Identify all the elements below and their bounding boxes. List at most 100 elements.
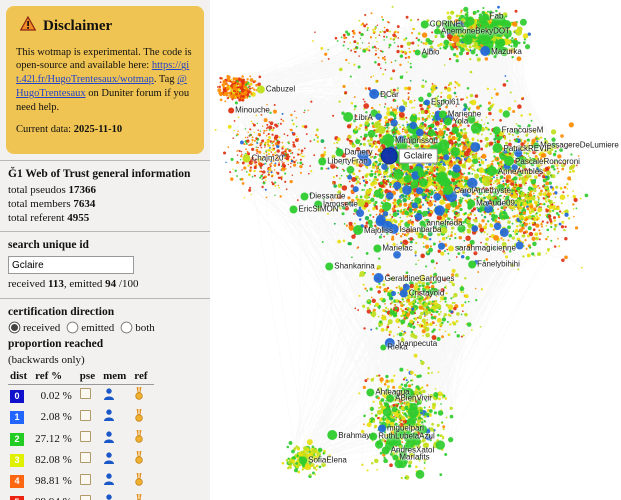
graph-node-label[interactable]: Isalanbarba [388, 224, 441, 234]
graph-node-label[interactable]: Joanpecuta [384, 338, 437, 348]
graph-node-label[interactable]: AnneAmbles [486, 166, 543, 176]
graph-node-label[interactable]: Cabuzel [256, 85, 295, 94]
radio-received[interactable]: received [8, 321, 60, 335]
person-icon[interactable] [103, 473, 115, 488]
graph-node-marker[interactable] [492, 143, 503, 153]
medal-icon[interactable] [134, 408, 144, 425]
graph-node-marker[interactable] [373, 273, 384, 283]
graph-node-label[interactable]: Albio [414, 48, 439, 57]
graph-node-label[interactable]: Marielac [373, 244, 413, 253]
medal-icon[interactable] [134, 472, 144, 489]
pse-checkbox[interactable] [79, 388, 91, 400]
graph-node-label[interactable]: GeraldineGarrigues [373, 273, 454, 283]
graph-node-label[interactable]: annefreda [419, 219, 463, 228]
search-input[interactable] [8, 256, 134, 275]
graph-node-marker[interactable] [242, 154, 251, 162]
graph-node-label[interactable]: Mimiprissou [382, 134, 438, 146]
person-icon[interactable] [103, 388, 115, 403]
pse-checkbox[interactable] [79, 452, 91, 464]
graph-node-marker[interactable] [353, 225, 364, 235]
graph-node-label[interactable]: Espol61 [424, 98, 460, 107]
person-icon[interactable] [103, 430, 115, 446]
graph-node-label[interactable]: MessagereDeLumiere [533, 141, 619, 150]
graph-node-label[interactable]: ABienVivir [386, 394, 432, 403]
graph-node-marker[interactable] [482, 13, 489, 19]
radio-both[interactable]: both [120, 321, 155, 335]
medal-icon[interactable] [134, 451, 144, 467]
graph-node-marker[interactable] [369, 89, 380, 99]
graph-node-marker[interactable] [420, 20, 429, 28]
graph-node-label[interactable]: lamosette [314, 200, 358, 209]
graph-node-marker[interactable] [378, 424, 387, 432]
graph-node-label[interactable]: AnemoneBekyDOT [434, 27, 510, 36]
graph-node-marker[interactable] [327, 430, 338, 440]
hugotrentesaux-link[interactable]: @HugoTrentesaux [16, 74, 187, 100]
graph-node-label[interactable]: Cristayold [399, 289, 444, 298]
graph-node-marker[interactable] [419, 220, 426, 226]
radio-both-input[interactable] [120, 321, 133, 334]
radio-emitted-input[interactable] [66, 321, 79, 334]
graph-node-marker[interactable] [373, 244, 382, 252]
graph-node-label[interactable]: Fanelybihihi [468, 260, 520, 269]
graph-node-label[interactable]: Damery [335, 148, 373, 157]
graph-node-label[interactable]: RuthLubelaAzul [369, 432, 435, 441]
graph-node-label[interactable]: Marienne [438, 110, 481, 119]
radio-emitted[interactable]: emitted [66, 321, 114, 335]
graph-node-marker[interactable] [299, 456, 308, 464]
graph-node-marker[interactable] [533, 142, 540, 148]
graph-node-marker[interactable] [380, 344, 387, 350]
graph-node-marker[interactable] [424, 99, 431, 105]
graph-node-label[interactable]: PascaleRoncoroni [504, 156, 580, 166]
graph-node-label[interactable]: Chajm20 [242, 154, 284, 163]
graph-node-marker[interactable] [386, 394, 395, 402]
graph-node-label[interactable]: EricSIMON [289, 205, 339, 214]
graph-node-marker[interactable] [480, 46, 491, 56]
graph-node-marker[interactable] [492, 126, 501, 134]
graph-node-label[interactable]: Yola [443, 117, 468, 126]
graph-node-label[interactable]: miguelpari [378, 424, 424, 433]
graph-node-marker[interactable] [256, 85, 265, 93]
graph-node-label[interactable]: Fab [482, 12, 503, 21]
graph-node-label[interactable]: Ahteagua [366, 388, 410, 397]
graph-node-label[interactable]: Minouche [228, 106, 270, 115]
radio-received-input[interactable] [8, 321, 21, 334]
graph-node-label[interactable]: PatrickREVIF [492, 143, 552, 153]
graph-node-label[interactable]: LibertyFran [318, 157, 368, 166]
graph-node-label[interactable]: CORINEL [420, 20, 465, 29]
pse-checkbox[interactable] [79, 473, 91, 485]
graph-node-label[interactable]: FrancoiseM [492, 126, 543, 135]
graph-node-marker[interactable] [434, 28, 441, 34]
selected-node-label[interactable]: Gclaire [380, 147, 438, 165]
graph-node-label[interactable]: DCar [369, 89, 399, 99]
graph-node-label[interactable]: SofiaElena [299, 456, 347, 465]
graph-node-marker[interactable] [392, 454, 399, 460]
wotmap-repo-link[interactable]: https://git.42l.fr/HugoTrentesaux/wotmap [16, 60, 190, 86]
graph-node-marker[interactable] [289, 205, 298, 213]
wot-graph-canvas[interactable] [210, 0, 621, 500]
person-icon[interactable] [103, 409, 115, 424]
person-icon[interactable] [103, 452, 115, 467]
pse-checkbox[interactable] [79, 494, 91, 500]
pse-checkbox[interactable] [79, 409, 91, 421]
graph-node-marker[interactable] [314, 200, 323, 208]
selected-node-marker[interactable] [380, 147, 398, 165]
graph-node-marker[interactable] [414, 49, 421, 55]
graph-node-marker[interactable] [504, 156, 515, 166]
graph-node-label[interactable]: Shankarina [325, 262, 375, 271]
graph-node-marker[interactable] [448, 245, 455, 251]
graph-node-marker[interactable] [325, 262, 334, 270]
graph-node-label[interactable]: CarolAmethyste [443, 185, 511, 195]
graph-node-label[interactable]: Brahmaya [327, 430, 375, 440]
graph-node-label[interactable]: Mariafits [392, 453, 430, 462]
graph-node-marker[interactable] [300, 192, 309, 200]
graph-node-marker[interactable] [486, 166, 497, 176]
graph-node-marker[interactable] [335, 148, 344, 156]
graph-node-marker[interactable] [382, 134, 395, 146]
medal-icon[interactable] [134, 387, 144, 403]
pse-checkbox[interactable] [79, 431, 91, 443]
graph-node-marker[interactable] [384, 338, 395, 348]
graph-node-marker[interactable] [388, 224, 399, 234]
graph-node-marker[interactable] [369, 432, 378, 440]
graph-node-label[interactable]: Rieka [380, 343, 408, 352]
graph-node-label[interactable]: AndresXatol [381, 446, 434, 455]
